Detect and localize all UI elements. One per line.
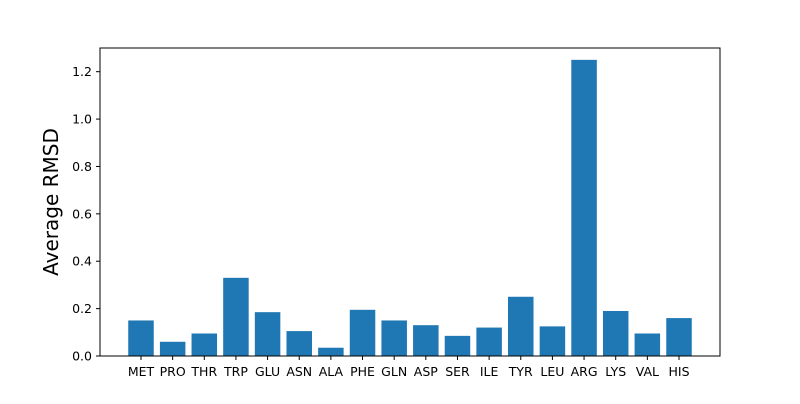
- x-tick-label: GLN: [381, 364, 407, 379]
- x-tick-label: GLU: [255, 364, 280, 379]
- x-tick-label: LEU: [540, 364, 564, 379]
- bars-layer: [128, 59, 692, 356]
- y-tick-label: 0.0: [72, 349, 92, 364]
- y-tick-label: 0.8: [72, 159, 92, 174]
- x-tick-label: ALA: [319, 364, 344, 379]
- y-tick-label: 0.4: [72, 254, 92, 269]
- y-tick-label: 0.2: [72, 301, 92, 316]
- plot-frame: [99, 47, 721, 357]
- x-tick-label: ASN: [286, 364, 312, 379]
- bar-his: [666, 318, 692, 356]
- x-tick-label: TYR: [508, 364, 533, 379]
- bar-lys: [602, 310, 629, 356]
- bar-ser: [444, 335, 471, 356]
- bar-gln: [381, 320, 407, 356]
- bar-glu: [254, 312, 281, 356]
- y-tick-label: 1.0: [72, 112, 92, 127]
- x-tick-label: HIS: [668, 364, 689, 379]
- bar-trp: [223, 277, 249, 356]
- x-tick-label: LYS: [605, 364, 626, 379]
- x-tick-label: THR: [190, 364, 217, 379]
- x-tick-label: MET: [128, 364, 155, 379]
- y-axis-label: Average RMSD: [39, 128, 63, 276]
- bar-phe: [349, 309, 376, 356]
- bar-ala: [318, 347, 344, 356]
- x-tick-label: VAL: [636, 364, 659, 379]
- bar-asn: [286, 331, 312, 356]
- y-tick-label: 0.6: [72, 206, 92, 221]
- x-tick-label: ILE: [480, 364, 499, 379]
- bar-ile: [476, 327, 502, 356]
- x-tick-label: ASP: [414, 364, 438, 379]
- bar-tyr: [508, 296, 534, 356]
- x-tick-label: TRP: [223, 364, 248, 379]
- x-tick-label: PRO: [160, 364, 186, 379]
- x-tick-label: SER: [445, 364, 470, 379]
- bar-thr: [191, 333, 218, 356]
- bar-met: [128, 320, 154, 356]
- x-tick-label: ARG: [571, 364, 598, 379]
- y-tick-label: 1.2: [72, 64, 92, 79]
- x-axis-ticks: MET PRO THR TRP GLU ASN ALA PHE GLN ASP SER ILE TYR L…: [128, 356, 690, 379]
- y-axis-ticks: 0.0 0.2 0.4 0.6 0.8 1.0 1.2: [72, 64, 100, 364]
- x-tick-label: PHE: [350, 364, 375, 379]
- bar-val: [634, 333, 661, 356]
- bar-arg: [571, 59, 597, 356]
- bar-asp: [413, 325, 439, 356]
- bar-leu: [539, 326, 566, 356]
- bar-pro: [159, 341, 186, 356]
